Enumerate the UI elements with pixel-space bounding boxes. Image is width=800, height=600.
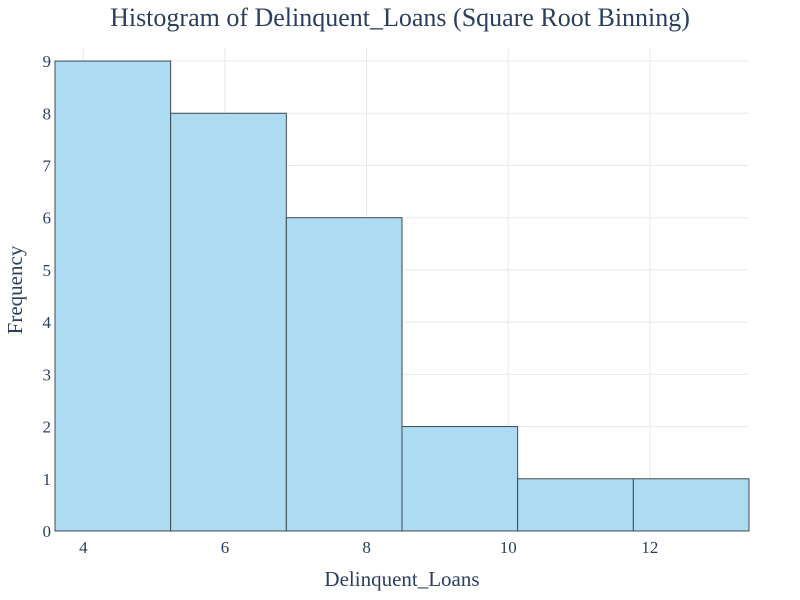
y-tick-label-5: 5 — [43, 261, 52, 280]
histogram-bars — [54, 60, 750, 532]
x-axis-ticks: 4 6 8 10 12 — [79, 538, 658, 557]
x-tick-label-3: 10 — [500, 538, 517, 557]
y-axis-ticks: 0 1 2 3 4 5 6 7 8 9 — [43, 52, 52, 541]
y-tick-label-3: 3 — [43, 365, 52, 384]
y-tick-label-0: 0 — [43, 522, 52, 541]
y-axis-title: Frequency — [3, 245, 27, 334]
y-tick-label-9: 9 — [43, 52, 52, 71]
y-tick-label-7: 7 — [43, 156, 52, 175]
y-tick-label-4: 4 — [43, 313, 52, 332]
y-tick-label-8: 8 — [43, 104, 52, 123]
x-tick-label-0: 4 — [79, 538, 88, 557]
x-axis-title: Delinquent_Loans — [324, 567, 479, 591]
chart-title: Histogram of Delinquent_Loans (Square Ro… — [110, 3, 690, 32]
histogram-bar-3 — [285, 217, 403, 532]
histogram-bar-2 — [170, 112, 287, 532]
histogram-bar-5 — [517, 478, 634, 532]
histogram-bar-6 — [632, 478, 750, 532]
x-tick-label-4: 12 — [641, 538, 658, 557]
x-tick-label-1: 6 — [221, 538, 230, 557]
histogram-bar-4 — [401, 426, 519, 532]
y-tick-label-1: 1 — [43, 470, 52, 489]
x-tick-label-2: 8 — [362, 538, 371, 557]
y-tick-label-2: 2 — [43, 418, 52, 437]
histogram-bar-1 — [54, 60, 172, 532]
y-tick-label-6: 6 — [43, 209, 52, 228]
